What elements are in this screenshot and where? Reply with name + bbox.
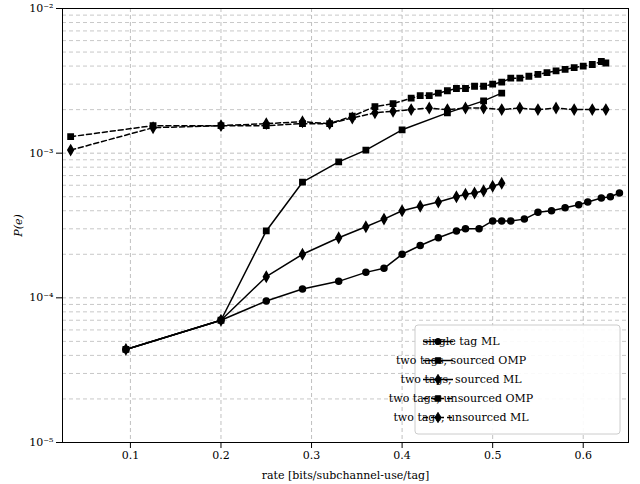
svg-text:0.6: 0.6 [574,449,592,462]
svg-text:two tags, sourced ML: two tags, sourced ML [401,373,523,386]
svg-text:10⁻²: 10⁻² [29,2,53,15]
svg-text:two tags, sourced OMP: two tags, sourced OMP [396,354,527,367]
svg-text:two tags, unsourced ML: two tags, unsourced ML [393,411,529,424]
svg-text:10⁻³: 10⁻³ [29,147,53,160]
svg-text:P(e): P(e) [12,214,25,238]
svg-text:0.3: 0.3 [303,449,321,462]
svg-text:0.4: 0.4 [393,449,411,462]
svg-text:two tags, unsourced OMP: two tags, unsourced OMP [389,392,534,405]
svg-text:rate [bits/subchannel-use/tag]: rate [bits/subchannel-use/tag] [262,469,430,482]
svg-text:single tag ML: single tag ML [423,335,501,348]
svg-text:0.2: 0.2 [212,449,230,462]
svg-text:0.5: 0.5 [484,449,502,462]
svg-text:10⁻⁵: 10⁻⁵ [29,436,53,449]
svg-text:10⁻⁴: 10⁻⁴ [29,291,54,304]
svg-text:0.1: 0.1 [122,449,140,462]
